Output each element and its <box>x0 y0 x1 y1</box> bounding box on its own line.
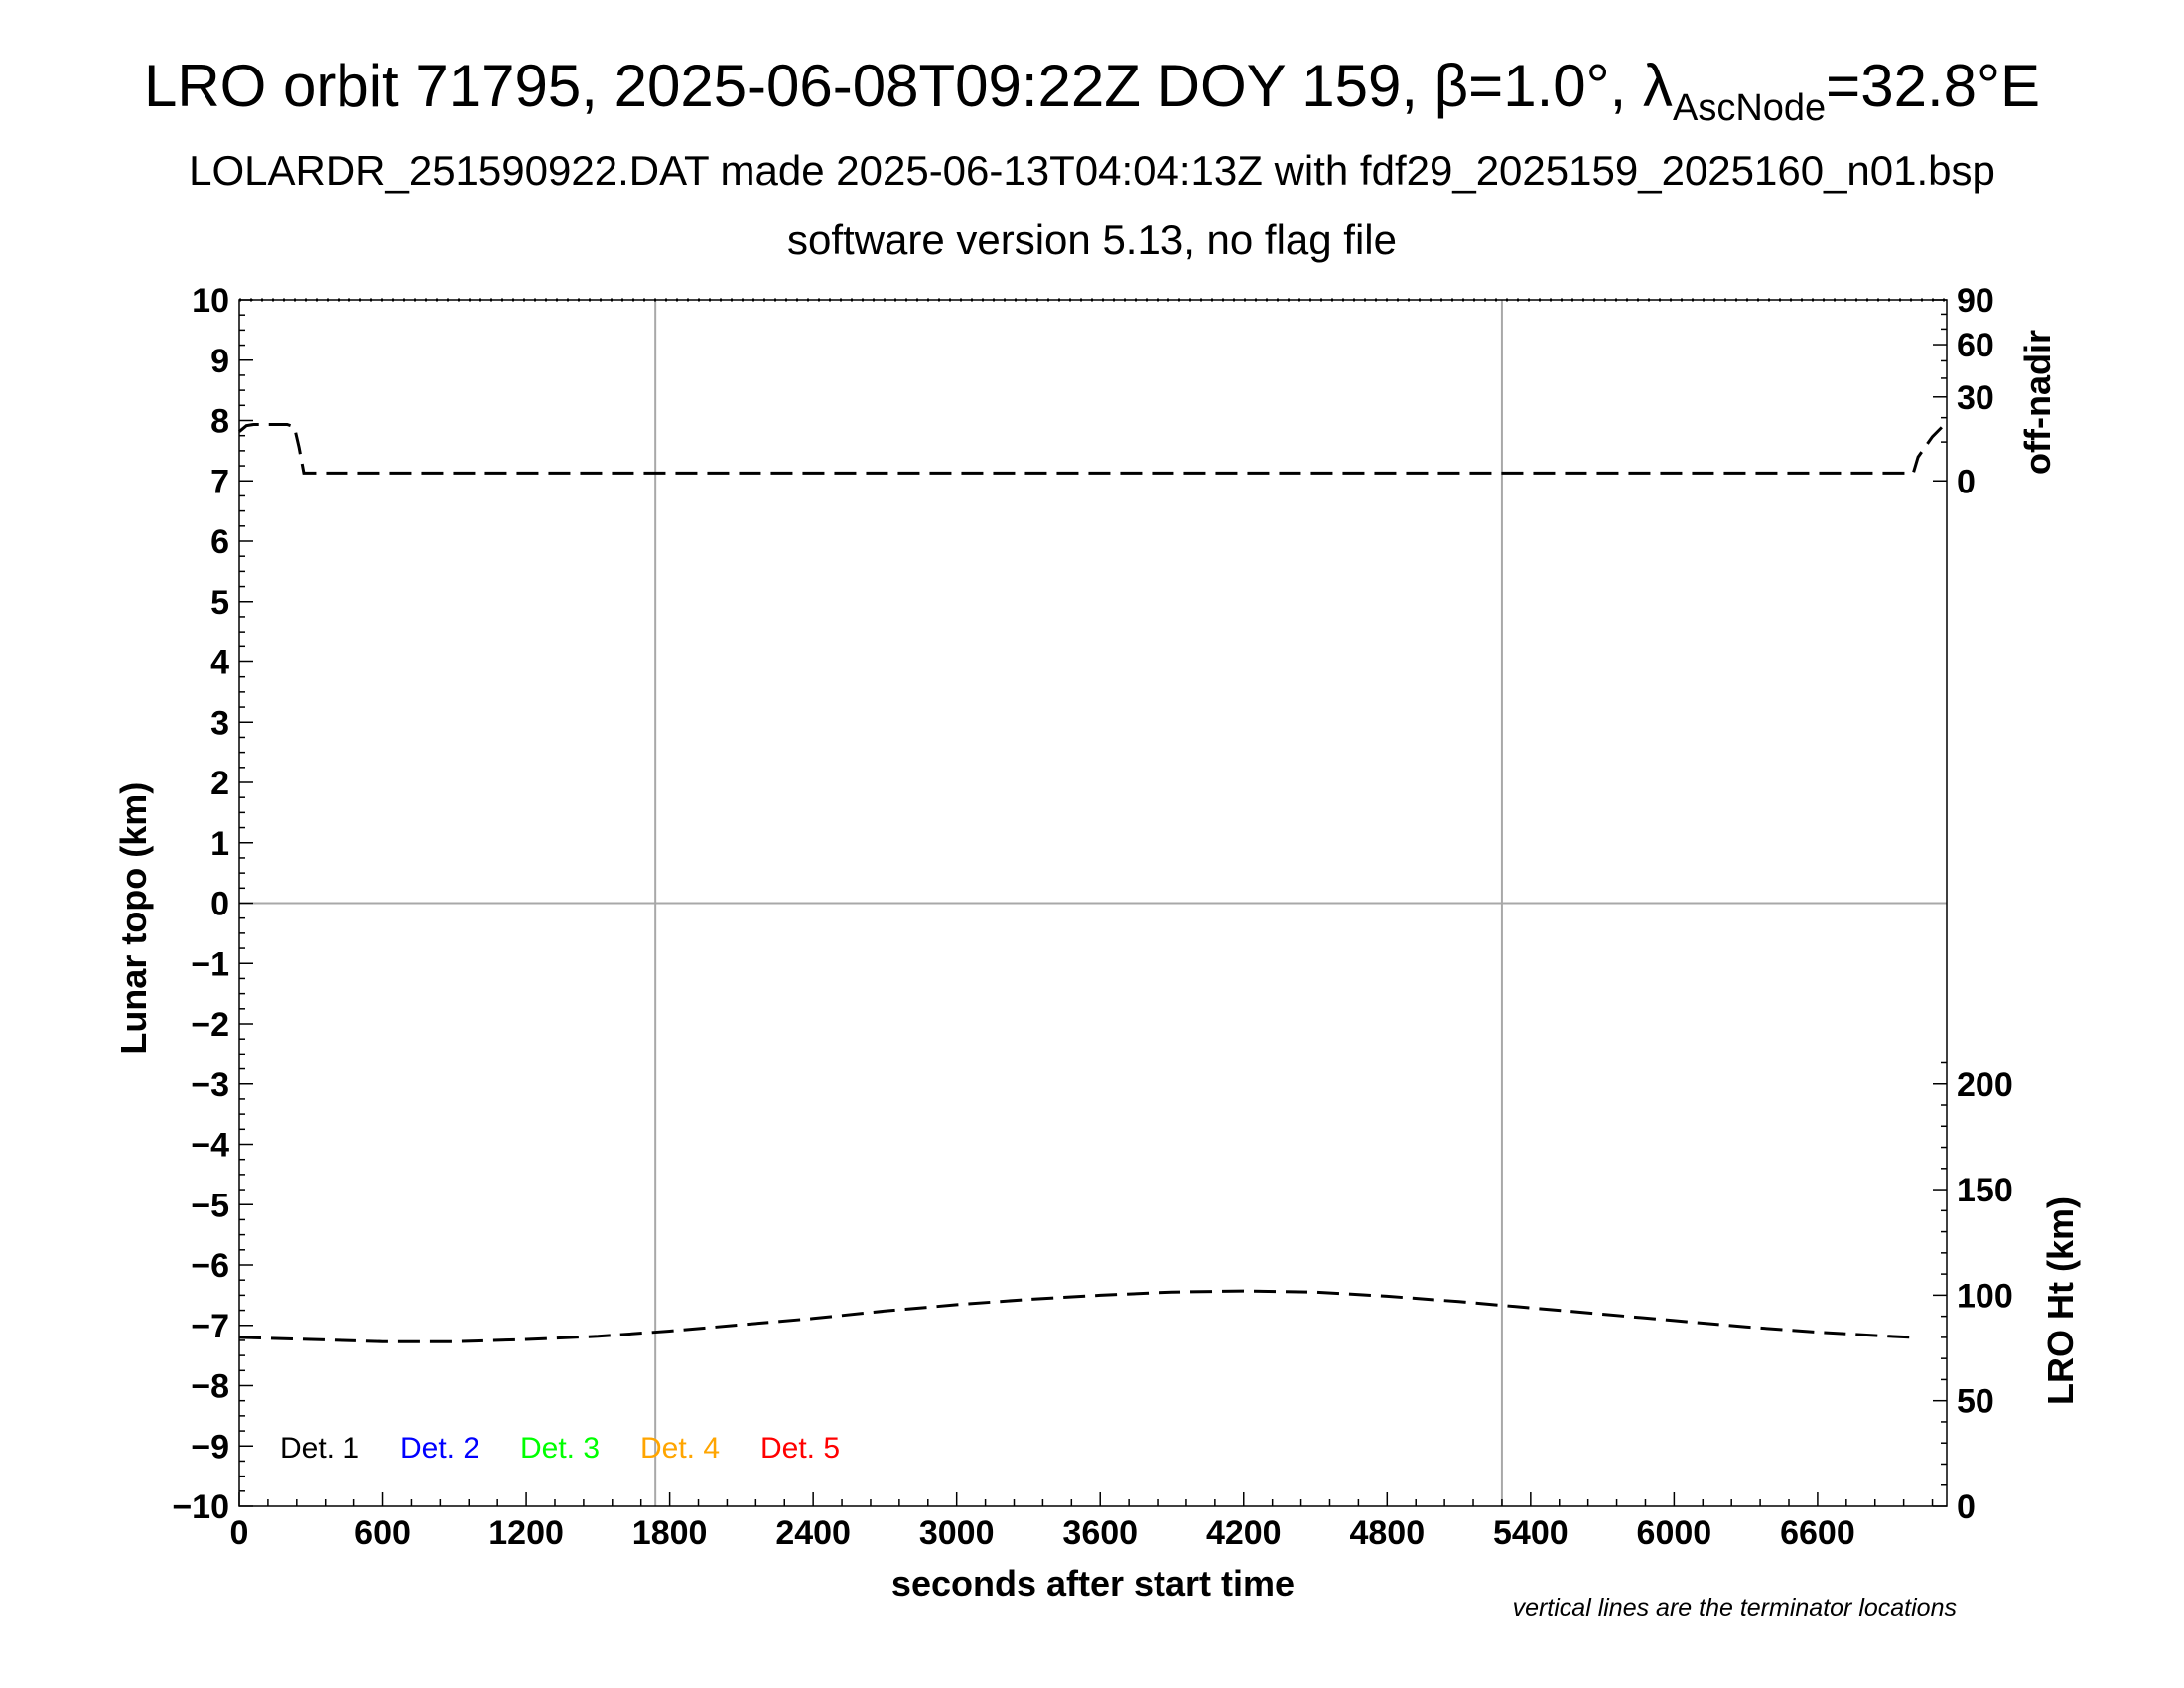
x-tick-label: 4200 <box>1206 1514 1282 1552</box>
legend-entry: Det. 4 <box>640 1432 720 1465</box>
y-tick-label: 0 <box>210 886 229 923</box>
legend-entry: Det. 3 <box>520 1432 600 1465</box>
x-tick-label: 1800 <box>632 1514 708 1552</box>
chart-subtitle: LOLARDR_251590922.DAT made 2025-06-13T04… <box>189 147 1995 194</box>
off-nadir-tick-label: 60 <box>1957 327 1994 364</box>
y-tick-label: 1 <box>210 825 229 863</box>
minor-ticks <box>238 299 1947 1507</box>
ht-tick-label: 200 <box>1957 1066 2013 1104</box>
ht-tick-label: 150 <box>1957 1172 2013 1209</box>
x-tick-label: 2400 <box>775 1514 851 1552</box>
legend: Det. 1 Det. 2 Det. 3 Det. 4 Det. 5 <box>280 1432 840 1465</box>
ht-tick-label: 0 <box>1957 1488 1976 1526</box>
y-tick-label: 3 <box>210 704 229 742</box>
chart-subtitle-2: software version 5.13, no flag file <box>786 216 1397 263</box>
x-tick-label: 5400 <box>1493 1514 1569 1552</box>
series-lines <box>238 421 1949 1343</box>
y-axis-label: Lunar topo (km) <box>113 782 154 1055</box>
off-nadir-line <box>238 421 1949 475</box>
x-tick-label: 6600 <box>1780 1514 1855 1552</box>
chart-title: LRO orbit 71795, 2025-06-08T09:22Z DOY 1… <box>0 52 2184 127</box>
y-tick-label: 7 <box>210 463 229 500</box>
off-nadir-tick-label: 90 <box>1957 282 1994 320</box>
y-tick-label: −7 <box>191 1308 229 1345</box>
title-main: LRO orbit 71795, 2025-06-08T09:22Z DOY 1… <box>143 53 1673 119</box>
y-tick-label: −2 <box>191 1006 229 1044</box>
y-tick-label: −6 <box>191 1247 229 1285</box>
off-nadir-tick-label: 0 <box>1957 463 1976 500</box>
y-tick-label: −9 <box>191 1428 229 1466</box>
lro-height-line <box>238 1289 1914 1343</box>
x-tick-label: 0 <box>230 1514 249 1552</box>
y-tick-label: 9 <box>210 343 229 380</box>
y-tick-label: 2 <box>210 765 229 802</box>
legend-entry: Det. 1 <box>280 1432 359 1465</box>
y-tick-label: −3 <box>191 1066 229 1104</box>
y-tick-label: −10 <box>172 1488 229 1526</box>
terminator-note: vertical lines are the terminator locati… <box>1513 1594 1957 1621</box>
x-tick-label: 4800 <box>1349 1514 1425 1552</box>
x-tick-label: 3600 <box>1062 1514 1138 1552</box>
y-tick-label: 10 <box>192 282 229 320</box>
off-nadir-axis-label: off-nadir <box>2017 330 2058 475</box>
x-tick-label: 1200 <box>488 1514 564 1552</box>
x-tick-label: 600 <box>354 1514 411 1552</box>
legend-entry: Det. 5 <box>760 1432 840 1465</box>
x-tick-label: 3000 <box>919 1514 995 1552</box>
legend-entry: Det. 2 <box>400 1432 479 1465</box>
x-tick-label: 6000 <box>1637 1514 1712 1552</box>
y-tick-label: −5 <box>191 1187 229 1224</box>
lro-height-axis-label: LRO Ht (km) <box>2040 1196 2081 1405</box>
ht-tick-label: 100 <box>1957 1277 2013 1315</box>
y-tick-label: 8 <box>210 403 229 441</box>
x-axis-label: seconds after start time <box>891 1563 1295 1604</box>
y-tick-label: 6 <box>210 523 229 561</box>
y-tick-label: −8 <box>191 1368 229 1406</box>
ht-tick-label: 50 <box>1957 1383 1994 1421</box>
y-tick-label: −1 <box>191 945 229 983</box>
y-tick-label: −4 <box>191 1127 229 1165</box>
y-tick-label: 5 <box>210 584 229 622</box>
off-nadir-tick-label: 30 <box>1957 379 1994 417</box>
title-subscript: AscNode <box>1672 87 1827 129</box>
y-tick-label: 4 <box>210 644 229 682</box>
x-tick-labels: 0 600 1200 1800 2400 3000 3600 4200 4800 5400 6000… <box>230 1514 1855 1552</box>
right-tick-labels: 0 30 60 90 0 50 100 150 200 <box>1957 282 2013 1526</box>
title-tail: =32.8°E <box>1826 53 2041 119</box>
